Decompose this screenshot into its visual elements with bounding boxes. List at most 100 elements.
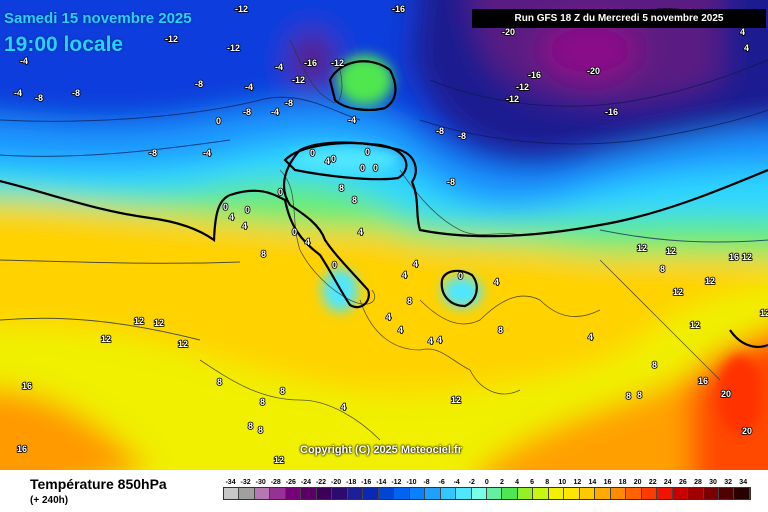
legend-swatch (579, 488, 596, 499)
legend-swatch (378, 488, 395, 499)
temperature-label: 12 (760, 308, 768, 318)
map-footer: Température 850hPa (+ 240h) -34 -32 -30 -28… (0, 470, 768, 512)
temperature-label: 4 (398, 325, 403, 335)
legend-tick-label: -14 (376, 479, 387, 486)
legend-swatch (564, 488, 580, 499)
legend-tick-label: -34 (225, 479, 236, 486)
temperature-label: 12 (637, 243, 647, 253)
temperature-label: 16 (698, 376, 708, 386)
temperature-label: 0 (278, 187, 283, 197)
legend-swatch (471, 488, 487, 499)
temperature-label: 4 (386, 312, 391, 322)
legend-swatch (610, 488, 627, 499)
temperature-label: -12 (227, 43, 240, 53)
legend-swatch (486, 488, 503, 499)
legend-color-bar (223, 487, 751, 500)
legend-swatch (316, 488, 333, 499)
legend-swatch (239, 488, 255, 499)
temperature-label: -12 (506, 94, 519, 104)
legend-swatch (254, 488, 271, 499)
lead-time: (+ 240h) (30, 495, 69, 506)
legend-swatch (719, 488, 735, 499)
legend-tick-label: 28 (694, 479, 702, 486)
temperature-label: 8 (498, 325, 503, 335)
temperature-label: 12 (666, 246, 676, 256)
temperature-label: 4 (325, 156, 330, 166)
temperature-label: 12 (742, 252, 752, 262)
legend-tick-label: 26 (678, 479, 687, 486)
legend-swatch (595, 488, 611, 499)
cold-pockets (290, 55, 762, 435)
temperature-label: -16 (528, 70, 541, 80)
legend-tick-label: -24 (300, 479, 311, 486)
legend-tick-label: 12 (573, 479, 582, 486)
legend-tick-label: -12 (391, 479, 402, 486)
legend-tick-label: 16 (603, 479, 612, 486)
temperature-label: -4 (271, 107, 279, 117)
temperature-label: -4 (20, 56, 28, 66)
temperature-label: 8 (248, 421, 253, 431)
legend-tick-label: -32 (240, 479, 251, 486)
temperature-label: 12 (178, 339, 188, 349)
legend-swatch (456, 488, 472, 499)
legend-swatch (734, 488, 750, 499)
temperature-label: -16 (392, 4, 405, 14)
temperature-label: -4 (245, 82, 253, 92)
temperature-label: 16 (17, 444, 27, 454)
map-canvas: -12 -16-12-12-4-8-4 -8-4-8-4 -16 -12-12-8-8-… (0, 0, 768, 470)
temperature-label: -4 (14, 88, 22, 98)
legend-tick-label: 34 (739, 479, 748, 486)
legend-swatch (703, 488, 719, 499)
isotherm-lines (0, 59, 768, 341)
temperature-label: 12 (690, 320, 700, 330)
temperature-label: 0 (373, 163, 378, 173)
temperature-label: 4 (242, 221, 247, 231)
temperature-label: 4 (358, 227, 363, 237)
legend-tick-label: 30 (709, 479, 717, 486)
legend-tick-label: -8 (423, 479, 430, 486)
temperature-label: 4 (744, 43, 749, 53)
legend-tick-label: 32 (724, 479, 733, 486)
legend-tick-label: -4 (453, 479, 460, 486)
temperature-label: -8 (436, 126, 444, 136)
temperature-label: -12 (165, 34, 178, 44)
temperature-label: 4 (740, 27, 745, 37)
temperature-label: 8 (260, 397, 265, 407)
legend-swatch (548, 488, 565, 499)
temperature-label: 4 (341, 402, 346, 412)
temperature-label: -20 (587, 66, 600, 76)
legend-tick-label: 20 (633, 479, 642, 486)
temperature-label: 0 (360, 163, 365, 173)
temperature-label: -16 (304, 58, 317, 68)
legend-ticks: -34 -32 -30 -28 -26 -24 -22 -20 -18 -16 -14 -12 -10-… (223, 479, 751, 486)
legend-tick-label: 4 (515, 479, 519, 486)
temperature-label: 4 (494, 277, 499, 287)
legend-swatch (517, 488, 534, 499)
legend-tick-label: 6 (530, 479, 535, 486)
temperature-label: 8 (352, 195, 357, 205)
legend-swatch (440, 488, 457, 499)
legend-swatch (332, 488, 348, 499)
temperature-label: 0 (331, 154, 336, 164)
temperature-label: -12 (292, 75, 305, 85)
temperature-label: 8 (261, 249, 266, 259)
legend-tick-label: -10 (406, 479, 417, 486)
temperature-label: 12 (154, 318, 164, 328)
temperature-label: 0 (216, 116, 221, 126)
temperature-map: -12 -16 -12 -12 -4 -8 -4 -8 -4 -8 -4 -16 -12 -12 -8 -8-… (0, 0, 768, 470)
legend-swatch (285, 488, 302, 499)
legend-swatch (672, 488, 689, 499)
legend-swatch (688, 488, 704, 499)
temperature-label: 20 (742, 426, 752, 436)
forecast-date: Samedi 15 novembre 2025 (4, 10, 192, 27)
legend-swatch (394, 488, 410, 499)
legend-swatch (641, 488, 658, 499)
temperature-labels: -12 -16-12-12-4-8-4 -8-4-8-4 -16 -12-12-8-8-… (13, 3, 768, 466)
temperature-label: -8 (243, 107, 251, 117)
temperature-label: -16 (605, 107, 618, 117)
temperature-label: 12 (673, 287, 683, 297)
legend-tick-label: 22 (648, 479, 657, 486)
coastlines (199, 39, 721, 441)
copyright-notice: Copyright (C) 2025 Meteociel.fr (300, 444, 462, 456)
legend-tick-label: -20 (331, 479, 342, 486)
